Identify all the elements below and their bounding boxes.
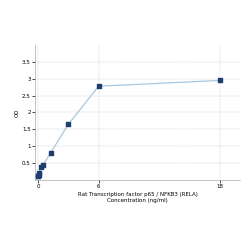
Point (36, 174, 40, 178)
Point (218, 78, 222, 82)
Point (38, 165, 42, 169)
Point (96, 84, 100, 88)
Point (36, 174, 40, 178)
Point (37, 172, 41, 176)
Point (41, 163, 45, 167)
Point (37, 170, 41, 174)
X-axis label: Rat Transcription factor p65 / NFKB3 (RELA)
Concentration (ng/ml): Rat Transcription factor p65 / NFKB3 (RE… (78, 192, 198, 203)
Y-axis label: OD: OD (14, 108, 19, 117)
Point (66, 122, 70, 126)
Point (48, 151, 52, 155)
